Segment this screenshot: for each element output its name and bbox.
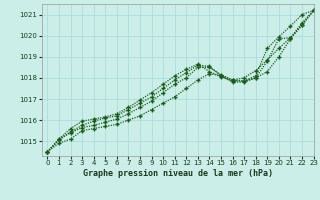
X-axis label: Graphe pression niveau de la mer (hPa): Graphe pression niveau de la mer (hPa) <box>83 169 273 178</box>
